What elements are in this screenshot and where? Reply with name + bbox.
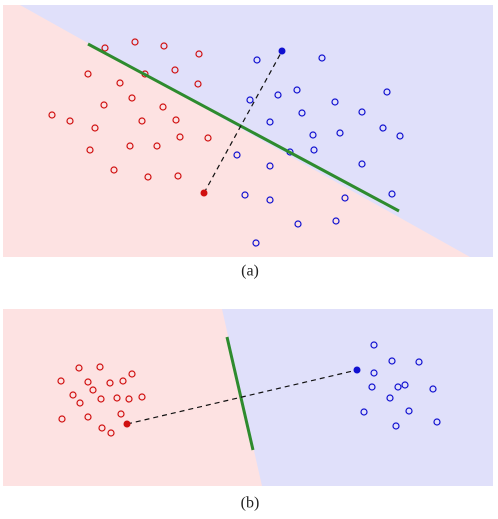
blue-support-point	[278, 47, 286, 55]
red-point	[106, 379, 114, 387]
points	[48, 38, 441, 437]
blue-point	[370, 341, 378, 349]
decision-boundary	[225, 336, 255, 451]
red-point	[69, 391, 77, 399]
blue-point	[266, 118, 274, 126]
red-point	[159, 103, 167, 111]
blue-point	[253, 56, 261, 64]
red-point	[100, 101, 108, 109]
red-point	[204, 134, 212, 142]
distance-line	[126, 369, 358, 425]
red-point	[119, 377, 127, 385]
red-point	[194, 80, 202, 88]
blue-point	[252, 239, 260, 247]
red-point	[86, 146, 94, 154]
red-point	[84, 378, 92, 386]
blue-point	[294, 220, 302, 228]
red-point	[172, 116, 180, 124]
red-support-point	[123, 420, 131, 428]
red-point	[110, 166, 118, 174]
class-region-blue	[222, 309, 493, 486]
blue-point	[331, 98, 339, 106]
red-point	[57, 377, 65, 385]
red-point	[126, 142, 134, 150]
red-point	[113, 394, 121, 402]
red-point	[116, 79, 124, 87]
red-point	[96, 363, 104, 371]
red-point	[48, 111, 56, 119]
red-point	[125, 395, 133, 403]
blue-point	[388, 357, 396, 365]
distance-line	[203, 50, 283, 194]
red-point	[195, 50, 203, 58]
red-point	[98, 424, 106, 432]
blue-point	[341, 194, 349, 202]
class-region-blue	[20, 5, 493, 257]
blue-point	[386, 394, 394, 402]
blue-point	[358, 160, 366, 168]
blue-point	[310, 146, 318, 154]
blue-point	[233, 151, 241, 159]
blue-point	[370, 369, 378, 377]
decision-boundary	[87, 42, 400, 213]
red-point	[131, 38, 139, 46]
red-point	[174, 172, 182, 180]
blue-point	[396, 132, 404, 140]
red-point	[89, 386, 97, 394]
red-point	[144, 173, 152, 181]
blue-point	[318, 54, 326, 62]
red-point	[176, 133, 184, 141]
red-point	[101, 44, 109, 52]
red-point	[117, 410, 125, 418]
red-point	[75, 364, 83, 372]
red-point	[58, 415, 66, 423]
panel-b	[3, 309, 493, 486]
red-point	[128, 370, 136, 378]
blue-support-point	[353, 366, 361, 374]
blue-point	[246, 96, 254, 104]
red-point	[138, 117, 146, 125]
red-support-point	[200, 189, 208, 197]
red-point	[84, 413, 92, 421]
red-point	[171, 66, 179, 74]
blue-point	[358, 108, 366, 116]
blue-point	[433, 418, 441, 426]
red-point	[97, 395, 105, 403]
red-point	[153, 142, 161, 150]
blue-point	[293, 86, 301, 94]
red-point	[160, 42, 168, 50]
red-point	[66, 117, 74, 125]
blue-point	[429, 385, 437, 393]
caption: (b)	[241, 495, 260, 512]
blue-point	[274, 91, 282, 99]
red-point	[91, 124, 99, 132]
red-point	[138, 393, 146, 401]
caption: (a)	[241, 263, 259, 280]
blue-point	[309, 131, 317, 139]
blue-point	[392, 422, 400, 430]
red-point	[107, 429, 115, 437]
blue-point	[405, 407, 413, 415]
blue-point	[298, 109, 306, 117]
blue-point	[360, 408, 368, 416]
blue-point	[388, 190, 396, 198]
blue-point	[394, 383, 402, 391]
blue-point	[336, 129, 344, 137]
blue-point	[241, 191, 249, 199]
blue-point	[266, 162, 274, 170]
red-point	[84, 70, 92, 78]
blue-point	[383, 88, 391, 96]
red-point	[76, 399, 84, 407]
blue-point	[332, 217, 340, 225]
red-point	[128, 94, 136, 102]
blue-point	[266, 196, 274, 204]
blue-point	[415, 358, 423, 366]
blue-point	[379, 124, 387, 132]
blue-point	[368, 383, 376, 391]
panel-a	[3, 5, 493, 257]
blue-point	[401, 381, 409, 389]
